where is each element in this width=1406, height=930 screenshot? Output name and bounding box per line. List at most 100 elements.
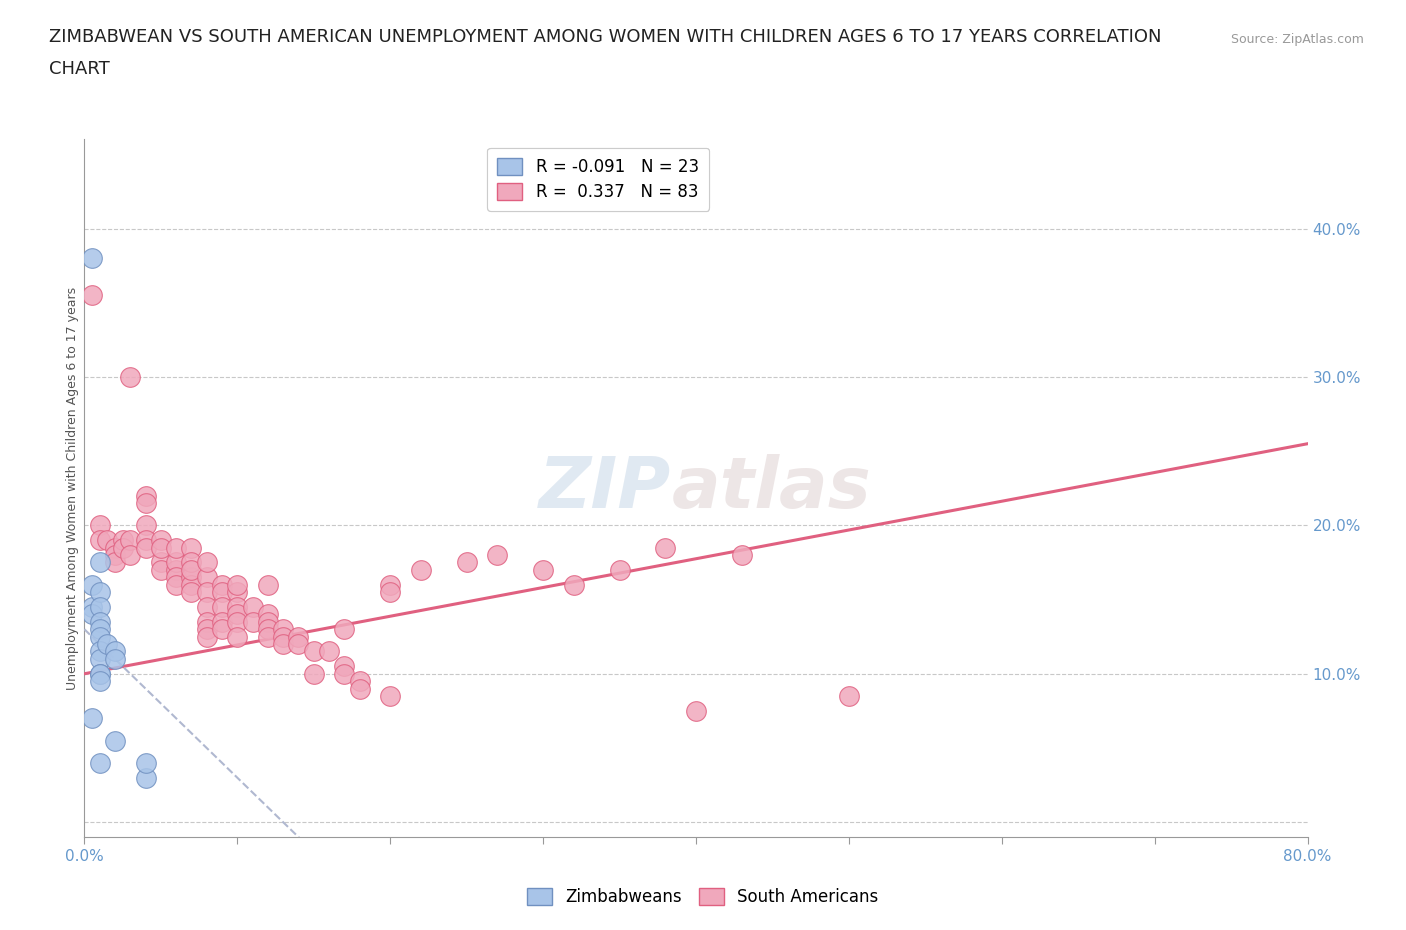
Point [89, 652, 111, 667]
Point [180, 540, 202, 555]
Point [104, 555, 127, 570]
Point [104, 644, 127, 659]
Point [838, 688, 860, 703]
Point [89, 644, 111, 659]
Point [135, 533, 157, 548]
Point [135, 755, 157, 770]
Point [195, 585, 218, 600]
Point [195, 570, 218, 585]
Point [165, 578, 187, 592]
Point [120, 548, 142, 563]
Point [104, 548, 127, 563]
Point [195, 615, 218, 630]
Point [80, 578, 103, 592]
Point [609, 563, 631, 578]
Point [149, 540, 172, 555]
Point [257, 630, 280, 644]
Y-axis label: Unemployment Among Women with Children Ages 6 to 17 years: Unemployment Among Women with Children A… [66, 286, 79, 690]
Point [135, 496, 157, 511]
Point [654, 540, 676, 555]
Point [226, 578, 249, 592]
Point [242, 600, 264, 615]
Point [271, 637, 294, 652]
Point [195, 630, 218, 644]
Point [271, 630, 294, 644]
Point [165, 555, 187, 570]
Point [89, 622, 111, 637]
Point [135, 518, 157, 533]
Point [211, 578, 233, 592]
Point [80, 600, 103, 615]
Legend: R = -0.091   N = 23, R =  0.337   N = 83: R = -0.091 N = 23, R = 0.337 N = 83 [488, 148, 709, 211]
Point [89, 630, 111, 644]
Point [89, 666, 111, 681]
Point [318, 644, 340, 659]
Point [96, 637, 118, 652]
Point [165, 563, 187, 578]
Point [111, 540, 134, 555]
Point [257, 578, 280, 592]
Point [226, 585, 249, 600]
Point [195, 622, 218, 637]
Text: Source: ZipAtlas.com: Source: ZipAtlas.com [1230, 33, 1364, 46]
Point [111, 533, 134, 548]
Point [120, 533, 142, 548]
Point [211, 600, 233, 615]
Point [349, 681, 371, 696]
Point [302, 666, 325, 681]
Point [165, 570, 187, 585]
Point [135, 488, 157, 503]
Point [257, 615, 280, 630]
Point [180, 570, 202, 585]
Point [180, 578, 202, 592]
Point [486, 548, 509, 563]
Point [89, 585, 111, 600]
Point [211, 622, 233, 637]
Point [409, 563, 432, 578]
Point [211, 615, 233, 630]
Point [349, 673, 371, 688]
Text: atlas: atlas [672, 454, 872, 523]
Point [80, 288, 103, 303]
Point [195, 600, 218, 615]
Point [89, 755, 111, 770]
Point [80, 711, 103, 725]
Point [165, 540, 187, 555]
Point [180, 585, 202, 600]
Point [226, 600, 249, 615]
Point [135, 770, 157, 785]
Point [89, 555, 111, 570]
Point [96, 533, 118, 548]
Point [242, 615, 264, 630]
Point [380, 585, 402, 600]
Point [149, 563, 172, 578]
Point [531, 563, 554, 578]
Text: ZIP: ZIP [540, 454, 672, 523]
Point [271, 622, 294, 637]
Point [104, 652, 127, 667]
Point [257, 607, 280, 622]
Point [149, 533, 172, 548]
Point [333, 658, 356, 673]
Point [302, 644, 325, 659]
Point [380, 688, 402, 703]
Point [149, 555, 172, 570]
Point [731, 548, 754, 563]
Point [226, 607, 249, 622]
Point [226, 630, 249, 644]
Point [333, 622, 356, 637]
Point [180, 555, 202, 570]
Legend: Zimbabweans, South Americans: Zimbabweans, South Americans [520, 881, 886, 912]
Point [226, 615, 249, 630]
Point [180, 563, 202, 578]
Point [89, 518, 111, 533]
Text: CHART: CHART [49, 60, 110, 78]
Point [104, 540, 127, 555]
Text: ZIMBABWEAN VS SOUTH AMERICAN UNEMPLOYMENT AMONG WOMEN WITH CHILDREN AGES 6 TO 17: ZIMBABWEAN VS SOUTH AMERICAN UNEMPLOYMEN… [49, 28, 1161, 46]
Point [89, 673, 111, 688]
Point [257, 622, 280, 637]
Point [89, 600, 111, 615]
Point [89, 615, 111, 630]
Point [195, 555, 218, 570]
Point [685, 703, 707, 718]
